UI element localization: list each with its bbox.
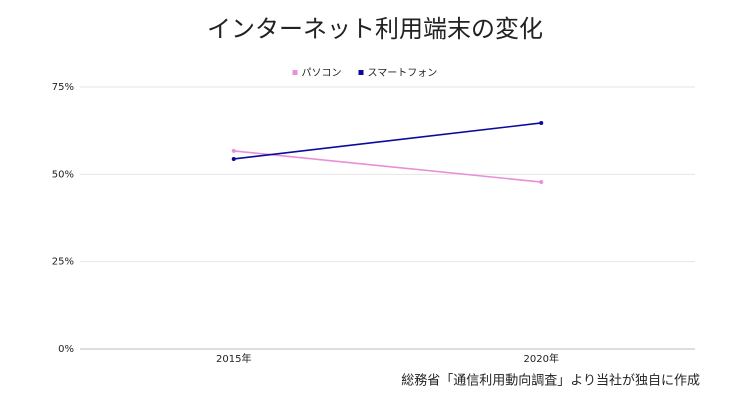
legend-swatch [358,70,364,75]
point [539,180,544,185]
point [231,148,236,153]
x-tick-label: 2020年 [524,352,559,365]
legend-label: スマートフォン [368,68,438,79]
series-line [233,122,542,160]
y-tick-label: 75% [52,82,74,93]
y-tick-label: 50% [52,169,74,180]
source-note: 総務省「通信利用動向調査」より当社が独自に作成 [401,373,700,389]
y-tick-label: 0% [58,344,74,355]
legend-label: パソコン [302,67,342,79]
point [231,156,236,161]
x-tick-label: 2015年 [216,352,251,365]
series-line [233,150,542,183]
chart-title: インターネット利用端末の変化 [207,15,543,43]
point [539,120,544,125]
legend-swatch [292,70,298,75]
y-tick-label: 25% [52,257,74,268]
